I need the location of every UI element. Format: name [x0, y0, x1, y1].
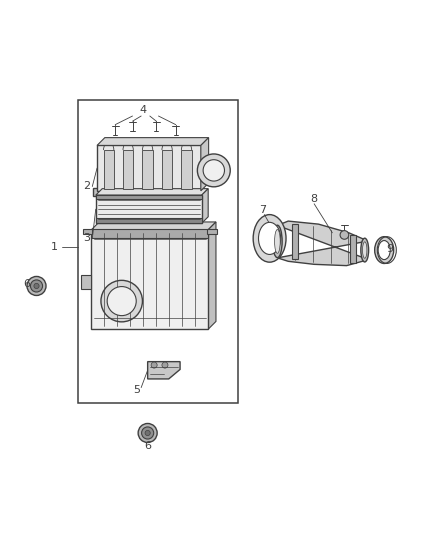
Polygon shape: [202, 189, 208, 223]
Circle shape: [107, 287, 136, 316]
Circle shape: [141, 427, 154, 439]
Circle shape: [31, 280, 42, 292]
Text: 3: 3: [84, 233, 91, 244]
Text: 9: 9: [386, 244, 393, 254]
Ellipse shape: [272, 225, 282, 257]
Ellipse shape: [275, 230, 280, 253]
Bar: [207, 229, 217, 234]
Circle shape: [198, 154, 230, 187]
Polygon shape: [208, 222, 216, 329]
Text: 4: 4: [140, 106, 147, 115]
Polygon shape: [148, 361, 180, 379]
Circle shape: [27, 277, 46, 295]
Bar: [162, 150, 172, 189]
Bar: [96, 218, 202, 223]
Bar: [83, 229, 92, 234]
Text: 7: 7: [259, 205, 266, 215]
Text: 5: 5: [133, 385, 140, 395]
Circle shape: [162, 362, 168, 368]
Ellipse shape: [361, 238, 369, 262]
Bar: [123, 150, 133, 189]
Circle shape: [203, 160, 225, 181]
Text: 2: 2: [84, 182, 91, 191]
Ellipse shape: [378, 240, 390, 260]
Circle shape: [34, 284, 39, 288]
Polygon shape: [277, 221, 366, 265]
Polygon shape: [81, 274, 92, 289]
Bar: [181, 150, 192, 189]
Ellipse shape: [258, 222, 281, 254]
Ellipse shape: [374, 237, 394, 263]
Ellipse shape: [253, 215, 286, 262]
Bar: [103, 150, 114, 189]
Polygon shape: [92, 222, 216, 230]
Polygon shape: [201, 138, 208, 191]
Bar: [92, 230, 208, 329]
Text: 6: 6: [23, 279, 30, 289]
Bar: [142, 150, 153, 189]
Polygon shape: [96, 189, 208, 195]
Bar: [350, 235, 356, 263]
Text: 1: 1: [51, 242, 58, 252]
Bar: [97, 146, 201, 191]
Circle shape: [101, 280, 142, 322]
Ellipse shape: [363, 242, 367, 259]
Circle shape: [145, 430, 150, 435]
Bar: [96, 195, 202, 199]
Bar: [93, 188, 204, 196]
Bar: [92, 229, 208, 238]
Polygon shape: [97, 138, 208, 146]
Text: 8: 8: [311, 195, 318, 205]
Bar: [292, 224, 298, 259]
Circle shape: [340, 231, 349, 239]
Bar: [78, 100, 238, 403]
Circle shape: [151, 362, 157, 368]
Bar: [96, 195, 202, 223]
Circle shape: [138, 424, 157, 442]
Text: 6: 6: [144, 441, 151, 451]
